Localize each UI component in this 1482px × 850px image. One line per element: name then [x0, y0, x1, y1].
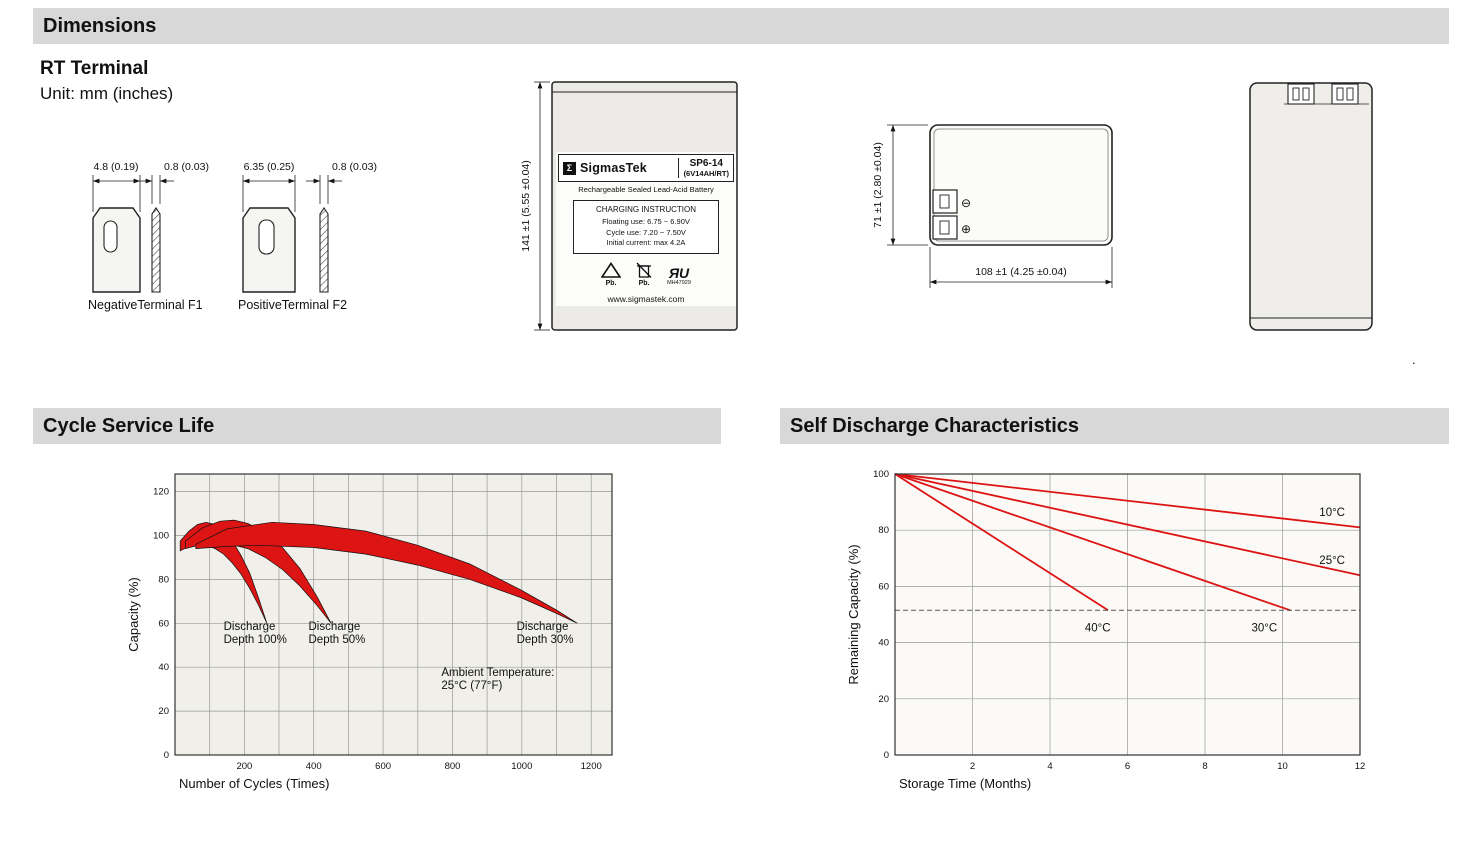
svg-text:25°C: 25°C	[1319, 555, 1345, 567]
svg-text:120: 120	[153, 487, 169, 498]
charging-line: Floating use: 6.75 ~ 6.90V	[602, 217, 690, 227]
terminal-drawings: 4.8 (0.19) 0.8 (0.03) 6.35 (0.25) 0.8 (0…	[92, 161, 377, 293]
svg-text:80: 80	[158, 574, 169, 585]
no-trash-pb-icon: Pb.	[636, 262, 652, 287]
model-rating: (6V14AH/RT)	[683, 168, 729, 178]
svg-text:40: 40	[878, 638, 889, 649]
ul-recognized-icon: ЯU MH47929	[667, 265, 691, 287]
svg-text:40°C: 40°C	[1085, 622, 1111, 634]
svg-text:Storage Time (Months): Storage Time (Months)	[899, 776, 1031, 791]
stray-mark: .	[1412, 352, 1416, 367]
model-block: SP6-14 (6V14AH/RT)	[677, 158, 729, 179]
label-icons-row: Pb. Pb. ЯU MH47929	[558, 261, 734, 287]
positive-terminal-side	[319, 207, 329, 293]
top-width-dim: 108 ±1 (4.25 ±0.04)	[975, 266, 1067, 278]
self-discharge-chart: 2 4 6 8 10 12 0 20 40 60 80 100 10°C 25°C 30°C 40°C Stor…	[840, 455, 1420, 805]
cycle-section-header: Cycle Service Life	[33, 408, 721, 444]
svg-text:60: 60	[158, 618, 169, 629]
recycle-pb-icon: Pb.	[601, 261, 622, 287]
section-title-text: Self Discharge Characteristics	[790, 414, 1080, 437]
positive-thickness-dim: 0.8 (0.03)	[332, 161, 377, 173]
brand-name: SigmasTek	[580, 161, 647, 176]
battery-type-line: Rechargeable Sealed Lead-Acid Battery	[578, 185, 714, 195]
battery-top-view-drawing: ⊖ ⊕ 71 ±1 (2.80 ±0.04) 108 ±1 (4.25 ±0.0…	[872, 124, 1113, 288]
negative-terminal-side	[151, 207, 161, 293]
svg-text:Capacity (%): Capacity (%)	[126, 577, 141, 651]
label-header: Σ SigmasTek SP6-14 (6V14AH/RT)	[558, 154, 734, 183]
section-title-text: Dimensions	[43, 14, 157, 37]
rt-terminal-title: RT Terminal	[40, 58, 149, 79]
negative-terminal-front	[92, 207, 141, 293]
svg-text:30°C: 30°C	[1252, 622, 1278, 634]
negative-terminal-slot	[103, 220, 118, 253]
svg-text:12: 12	[1355, 761, 1366, 772]
svg-text:0: 0	[884, 750, 889, 761]
battery-side-view-drawing	[1249, 82, 1373, 331]
svg-text:6: 6	[1125, 761, 1130, 772]
positive-terminal-slot	[258, 219, 275, 255]
svg-text:20: 20	[878, 694, 889, 705]
cycle-service-life-chart: 200 400 600 800 1000 1200 0 20 40 60 80 100 120 Disch…	[120, 455, 660, 805]
svg-text:80: 80	[878, 525, 889, 536]
charging-line: Cycle use: 7.20 ~ 7.50V	[606, 227, 686, 237]
section-title-text: Cycle Service Life	[43, 414, 215, 437]
svg-text:600: 600	[375, 761, 391, 772]
svg-text:800: 800	[445, 761, 461, 772]
website-url: www.sigmastek.com	[607, 293, 685, 304]
svg-text:60: 60	[878, 581, 889, 592]
charging-title: CHARGING INSTRUCTION	[596, 205, 696, 215]
svg-text:200: 200	[236, 761, 252, 772]
top-height-dim: 71 ±1 (2.80 ±0.04)	[872, 142, 884, 228]
sigmastek-logo-icon: Σ	[563, 161, 576, 175]
dimensions-section-header: Dimensions	[33, 8, 1449, 44]
svg-text:40: 40	[158, 662, 169, 673]
side-connector-housing	[1331, 83, 1359, 105]
model-number: SP6-14	[689, 158, 723, 169]
svg-text:100: 100	[153, 531, 169, 542]
positive-width-dim: 6.35 (0.25)	[244, 161, 295, 173]
svg-text:10°C: 10°C	[1319, 507, 1345, 519]
positive-symbol: ⊕	[961, 222, 971, 236]
svg-text:1200: 1200	[581, 761, 602, 772]
svg-text:1000: 1000	[511, 761, 532, 772]
front-height-dim: 141 ±1 (5.55 ±0.04)	[520, 160, 532, 252]
ul-file-number: MH47929	[667, 280, 691, 287]
svg-text:400: 400	[306, 761, 322, 772]
svg-text:8: 8	[1202, 761, 1207, 772]
svg-text:2: 2	[970, 761, 975, 772]
unit-label: Unit: mm (inches)	[40, 84, 174, 103]
charging-instruction-box: CHARGING INSTRUCTION Floating use: 6.75 …	[573, 200, 719, 254]
negative-symbol: ⊖	[961, 196, 971, 210]
svg-text:Remaining Capacity (%): Remaining Capacity (%)	[846, 544, 861, 684]
negative-terminal-block	[932, 189, 958, 214]
positive-terminal-block	[932, 215, 958, 240]
side-connector-housing	[1287, 83, 1315, 105]
svg-text:Ambient Temperature:25°C (77°F: Ambient Temperature: 25°C (77°F)	[441, 667, 554, 692]
negative-terminal-label: NegativeTerminal F1	[88, 298, 203, 312]
negative-width-dim: 4.8 (0.19)	[94, 161, 139, 173]
svg-text:20: 20	[158, 706, 169, 717]
svg-text:100: 100	[873, 469, 889, 480]
self-discharge-section-header: Self Discharge Characteristics	[780, 408, 1449, 444]
svg-text:Number of Cycles (Times): Number of Cycles (Times)	[179, 776, 329, 791]
svg-text:4: 4	[1047, 761, 1052, 772]
battery-label: Σ SigmasTek SP6-14 (6V14AH/RT) Rechargea…	[556, 152, 736, 306]
charging-line: Initial current: max 4.2A	[606, 238, 686, 248]
svg-text:0: 0	[164, 750, 169, 761]
svg-text:10: 10	[1277, 761, 1288, 772]
positive-terminal-label: PositiveTerminal F2	[238, 298, 348, 312]
negative-thickness-dim: 0.8 (0.03)	[164, 161, 209, 173]
